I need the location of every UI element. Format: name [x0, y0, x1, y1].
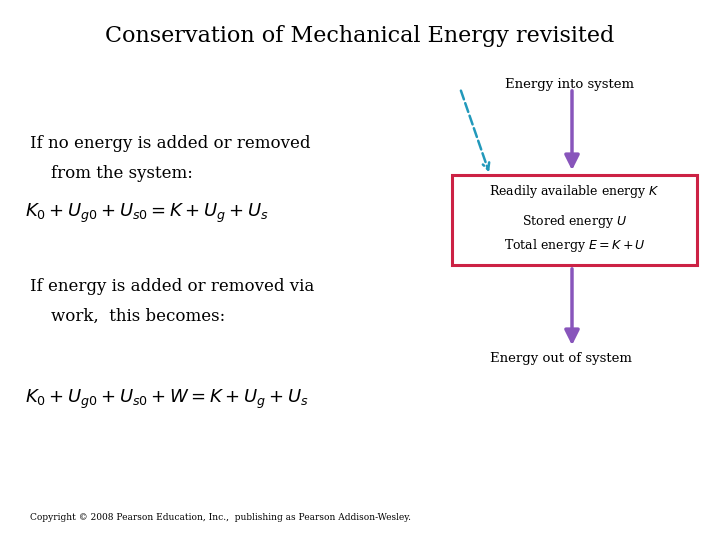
- Text: Conservation of Mechanical Energy revisited: Conservation of Mechanical Energy revisi…: [105, 25, 615, 47]
- Text: work,  this becomes:: work, this becomes:: [30, 308, 225, 325]
- Text: Copyright © 2008 Pearson Education, Inc.,  publishing as Pearson Addison-Wesley.: Copyright © 2008 Pearson Education, Inc.…: [30, 513, 411, 522]
- Text: Readily available energy $K$: Readily available energy $K$: [489, 183, 660, 200]
- Text: $K_0 + U_{g0} + U_{s0} + W = K + U_g + U_s$: $K_0 + U_{g0} + U_{s0} + W = K + U_g + U…: [25, 388, 309, 411]
- Text: If energy is added or removed via: If energy is added or removed via: [30, 278, 314, 295]
- Text: Energy out of system: Energy out of system: [490, 352, 632, 365]
- Bar: [452, 175, 697, 265]
- Text: $K_0 + U_{g0} + U_{s0} = K + U_g + U_s$: $K_0 + U_{g0} + U_{s0} = K + U_g + U_s$: [25, 202, 269, 225]
- Text: Energy into system: Energy into system: [505, 78, 634, 91]
- Text: Stored energy $U$: Stored energy $U$: [522, 213, 627, 230]
- Text: If no energy is added or removed: If no energy is added or removed: [30, 135, 310, 152]
- Text: from the system:: from the system:: [30, 165, 193, 182]
- Text: Total energy $E = K + U$: Total energy $E = K + U$: [503, 237, 645, 254]
